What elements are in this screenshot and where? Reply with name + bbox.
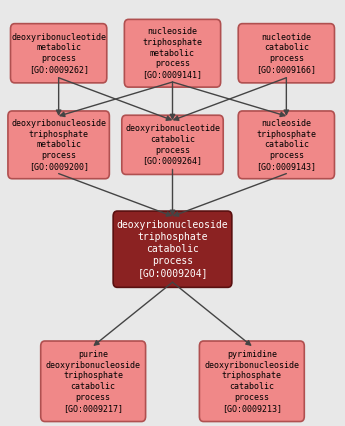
FancyBboxPatch shape [122,115,223,175]
Text: pyrimidine
deoxyribonucleoside
triphosphate
catabolic
process
[GO:0009213]: pyrimidine deoxyribonucleoside triphosph… [204,350,299,413]
Text: deoxyribonucleotide
catabolic
process
[GO:0009264]: deoxyribonucleotide catabolic process [G… [125,124,220,165]
Text: deoxyribonucleoside
triphosphate
catabolic
process
[GO:0009204]: deoxyribonucleoside triphosphate catabol… [117,220,228,278]
Text: nucleoside
triphosphate
metabolic
process
[GO:0009141]: nucleoside triphosphate metabolic proces… [142,27,203,79]
FancyBboxPatch shape [41,341,146,422]
Text: nucleotide
catabolic
process
[GO:0009166]: nucleotide catabolic process [GO:0009166… [256,33,316,74]
Text: nucleoside
triphosphate
catabolic
process
[GO:0009143]: nucleoside triphosphate catabolic proces… [256,119,316,171]
Text: purine
deoxyribonucleoside
triphosphate
catabolic
process
[GO:0009217]: purine deoxyribonucleoside triphosphate … [46,350,141,413]
FancyBboxPatch shape [124,19,221,87]
FancyBboxPatch shape [238,111,334,179]
FancyBboxPatch shape [11,23,107,83]
FancyBboxPatch shape [238,23,334,83]
Text: deoxyribonucleotide
metabolic
process
[GO:0009262]: deoxyribonucleotide metabolic process [G… [11,33,106,74]
FancyBboxPatch shape [113,211,232,288]
FancyBboxPatch shape [8,111,109,179]
FancyBboxPatch shape [199,341,304,422]
Text: deoxyribonucleoside
triphosphate
metabolic
process
[GO:0009200]: deoxyribonucleoside triphosphate metabol… [11,119,106,171]
